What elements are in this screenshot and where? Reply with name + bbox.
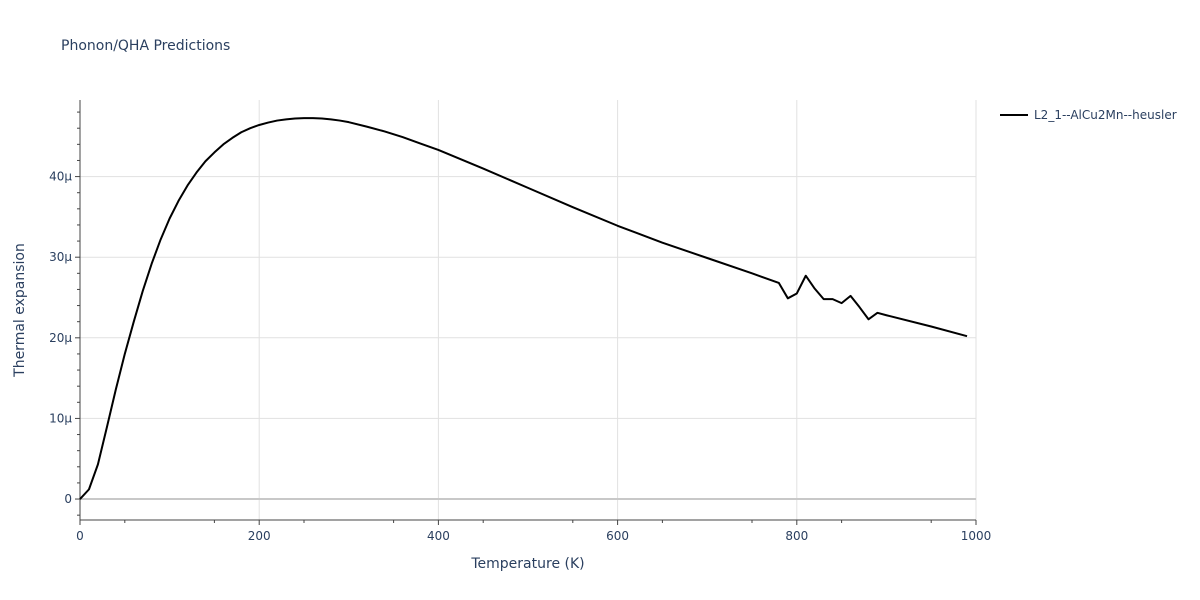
series-line [79,117,968,500]
x-tick-label: 0 [76,529,84,543]
x-tick-label: 200 [248,529,271,543]
y-gridlines [80,176,976,419]
x-ticks: 0 200 400 600 800 1000 [76,520,991,543]
y-tick-label: 40μ [49,170,72,184]
x-gridlines [258,100,977,520]
y-axis-title: Thermal expansion [12,243,28,378]
y-tick-label: 0 [64,492,72,506]
legend-label: L2_1--AlCu2Mn--heusler [1034,108,1177,122]
x-axis-title: Temperature (K) [470,556,584,572]
y-tick-label: 10μ [49,411,72,425]
y-tick-label: 20μ [49,331,72,345]
y-tick-label: 30μ [49,250,72,264]
legend[interactable]: L2_1--AlCu2Mn--heusler [1000,108,1177,122]
x-tick-label: 400 [427,529,450,543]
x-tick-label: 600 [606,529,629,543]
x-tick-label: 1000 [961,529,992,543]
y-ticks: 0 10μ 20μ 30μ 40μ [49,111,80,516]
series-layer [79,117,968,500]
axes [79,100,976,521]
chart-title: Phonon/QHA Predictions [61,38,230,54]
x-tick-label: 800 [785,529,808,543]
